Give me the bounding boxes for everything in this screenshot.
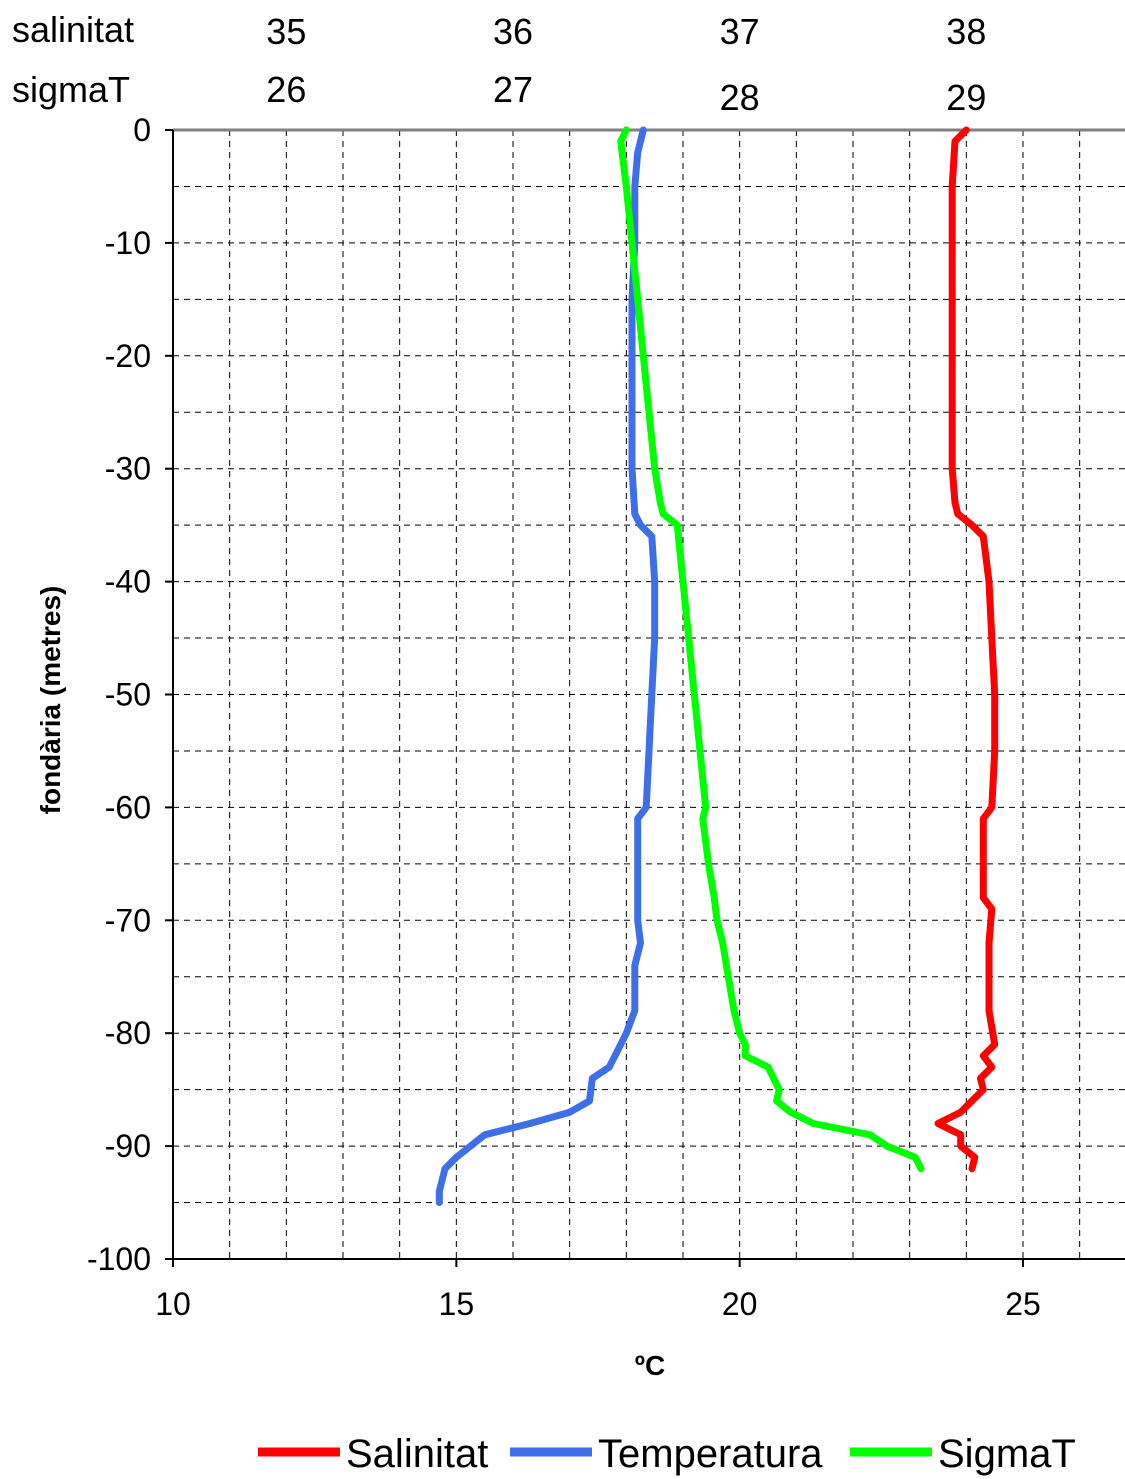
sigmat-tick-label: 27 bbox=[493, 69, 533, 110]
x-tick-label: 10 bbox=[155, 1286, 191, 1322]
salinitat-axis-label: salinitat bbox=[12, 9, 134, 50]
y-tick-label: 0 bbox=[133, 112, 151, 148]
salinitat-tick-label: 36 bbox=[493, 11, 533, 52]
y-tick-label: -60 bbox=[105, 789, 151, 825]
sigmat-tick-label: 26 bbox=[266, 69, 306, 110]
legend: Salinitat Temperatura SigmaT bbox=[258, 1432, 1076, 1476]
legend-label-salinitat: Salinitat bbox=[346, 1432, 488, 1476]
y-tick-label: -30 bbox=[105, 451, 151, 487]
legend-label-temperatura: Temperatura bbox=[598, 1432, 823, 1476]
sigmat-tick-label: 29 bbox=[946, 77, 986, 118]
y-tick-label: -80 bbox=[105, 1015, 151, 1051]
legend-label-sigmat: SigmaT bbox=[938, 1432, 1076, 1476]
series-line-sigmat bbox=[617, 126, 925, 1173]
series-line-salinitat bbox=[934, 126, 999, 1173]
y-axis-title: fondària (metres) bbox=[35, 586, 66, 815]
series-layer bbox=[435, 126, 999, 1206]
y-tick-label: -10 bbox=[105, 225, 151, 261]
top-ticks: 35 36 37 38 26 27 28 29 bbox=[266, 11, 986, 118]
grid-layer bbox=[173, 130, 1125, 1259]
x-axis-title: ºC bbox=[635, 1350, 665, 1381]
y-tick-label: -50 bbox=[105, 677, 151, 713]
sigmat-axis-label: sigmaT bbox=[12, 69, 130, 110]
y-tick-label: -20 bbox=[105, 338, 151, 374]
y-tick-label: -70 bbox=[105, 902, 151, 938]
x-tick-label: 20 bbox=[722, 1286, 758, 1322]
series-line-temperatura bbox=[435, 126, 659, 1206]
x-tick-label: 15 bbox=[439, 1286, 475, 1322]
y-tick-label: -40 bbox=[105, 564, 151, 600]
salinitat-tick-label: 35 bbox=[266, 11, 306, 52]
salinitat-tick-label: 37 bbox=[720, 11, 760, 52]
x-tick-label: 25 bbox=[1005, 1286, 1041, 1322]
sigmat-tick-label: 28 bbox=[720, 77, 760, 118]
y-tick-label: -100 bbox=[87, 1241, 151, 1277]
salinitat-tick-label: 38 bbox=[946, 11, 986, 52]
y-tick-label: -90 bbox=[105, 1128, 151, 1164]
